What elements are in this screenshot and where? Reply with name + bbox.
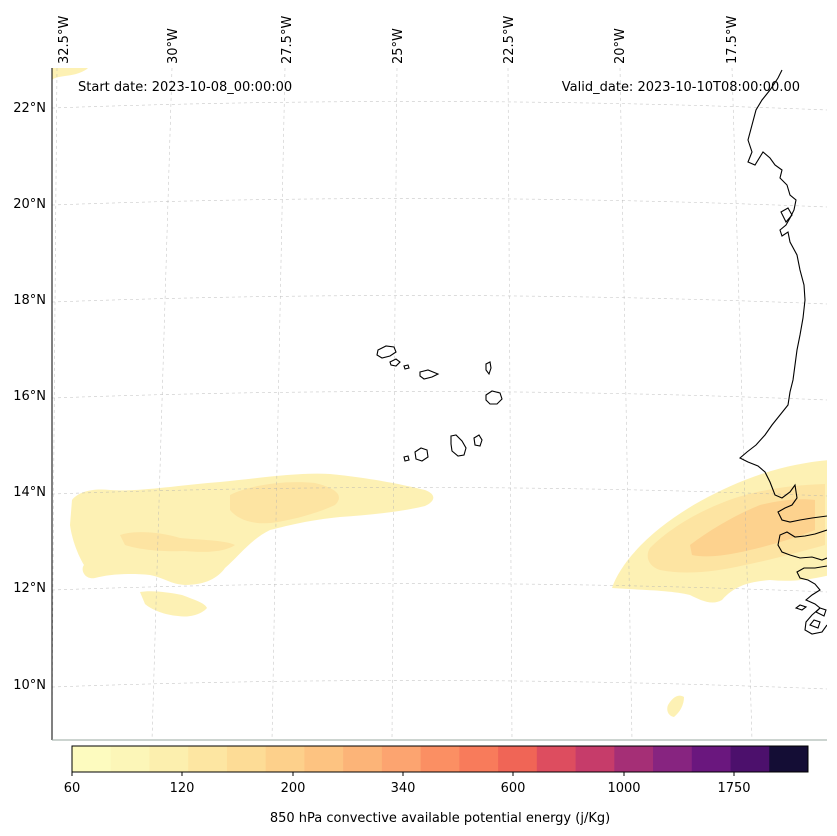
parallel-18n [52, 295, 827, 305]
colorbar-segment [381, 746, 422, 772]
colorbar-segment [691, 746, 732, 772]
colorbar-tick-340: 340 [391, 781, 416, 796]
lat-label-16n: 16°N [13, 389, 46, 404]
colorbar-segment [226, 746, 267, 772]
colorbar-segment [72, 746, 112, 772]
colorbar-segment [653, 746, 693, 772]
colorbar-segment [730, 746, 770, 772]
africa-coastline [739, 69, 827, 523]
lon-label-20w: 20°W [613, 28, 628, 64]
meridian-25w [391, 68, 398, 740]
cape-field-south-blob [667, 695, 684, 717]
lon-label-22-5w: 22.5°W [502, 16, 517, 64]
colorbar-segment [110, 746, 150, 772]
parallel-12n [52, 583, 827, 593]
colorbar-frame [71, 745, 809, 773]
colorbar-segment [614, 746, 654, 772]
island-fogo [414, 447, 429, 462]
colorbar-tick-120: 120 [170, 781, 195, 796]
lon-label-30w: 30°W [166, 28, 181, 64]
colorbar [72, 746, 809, 772]
meridian-32-5w [52, 68, 58, 740]
africa-coastline-guinea [796, 565, 827, 635]
colorbar-segment [769, 746, 809, 772]
island-boa-vista [485, 390, 503, 405]
africa-coastline-south [777, 529, 827, 561]
meridian-17-5w [731, 68, 753, 740]
meridian-30w [151, 68, 173, 740]
island-santiago [450, 434, 467, 457]
colorbar-segment [304, 746, 344, 772]
lat-label-20n: 20°N [13, 197, 46, 212]
map-area [52, 68, 827, 740]
meridian-27-5w [271, 68, 286, 740]
cape-field-west-core [230, 482, 339, 524]
island-sao-vicente [389, 358, 401, 367]
cape-field-northwest-corner [52, 68, 88, 80]
colorbar-segment [536, 746, 577, 772]
meridian-22-5w [507, 68, 513, 740]
colorbar-segment [459, 746, 499, 772]
lat-label-22n: 22°N [13, 101, 46, 116]
lon-label-32-5w: 32.5°W [57, 16, 72, 64]
parallel-10n [52, 680, 827, 690]
cape-field-west [70, 473, 434, 585]
parallel-16n [52, 391, 827, 401]
island-sal [485, 361, 492, 376]
colorbar-segment [188, 746, 228, 772]
colorbar-segment [149, 746, 189, 772]
colorbar-segment [343, 746, 383, 772]
colorbar-segment [265, 746, 305, 772]
lat-label-18n: 18°N [13, 293, 46, 308]
lon-label-27-5w: 27.5°W [280, 16, 295, 64]
parallel-22n [52, 101, 827, 111]
colorbar-tick-600: 600 [501, 781, 526, 796]
valid-date-label: Valid_date: 2023-10-10T08:00:00.00 [562, 80, 800, 95]
lat-label-14n: 14°N [13, 485, 46, 500]
colorbar-tick-60: 60 [64, 781, 81, 796]
colorbar-tick-1750: 1750 [717, 781, 750, 796]
island-santa-luzia [403, 364, 410, 370]
start-date-label: Start date: 2023-10-08_00:00:00 [78, 80, 292, 95]
cape-field-west-blob [140, 591, 207, 617]
island-sao-nicolau [419, 369, 440, 380]
colorbar-segment [498, 746, 538, 772]
bijagos-islands [794, 604, 827, 629]
banc-arguin-detail [780, 207, 793, 223]
colorbar-tick-200: 200 [281, 781, 306, 796]
island-brava [403, 455, 410, 462]
parallel-14n [52, 487, 827, 497]
colorbar-tick-1000: 1000 [607, 781, 640, 796]
lat-label-10n: 10°N [13, 678, 46, 693]
parallel-20n [52, 198, 827, 208]
colorbar-title: 850 hPa convective available potential e… [270, 811, 610, 826]
island-santo-antao [376, 345, 397, 359]
colorbar-segment [575, 746, 615, 772]
cape-field-west-core2 [120, 532, 235, 552]
meridian-20w [619, 68, 633, 740]
cape-field-east-peak [690, 499, 815, 557]
colorbar-segment [420, 746, 460, 772]
lon-label-25w: 25°W [391, 28, 406, 64]
lon-label-17-5w: 17.5°W [725, 16, 740, 64]
island-maio [473, 434, 483, 447]
lat-label-12n: 12°N [13, 581, 46, 596]
